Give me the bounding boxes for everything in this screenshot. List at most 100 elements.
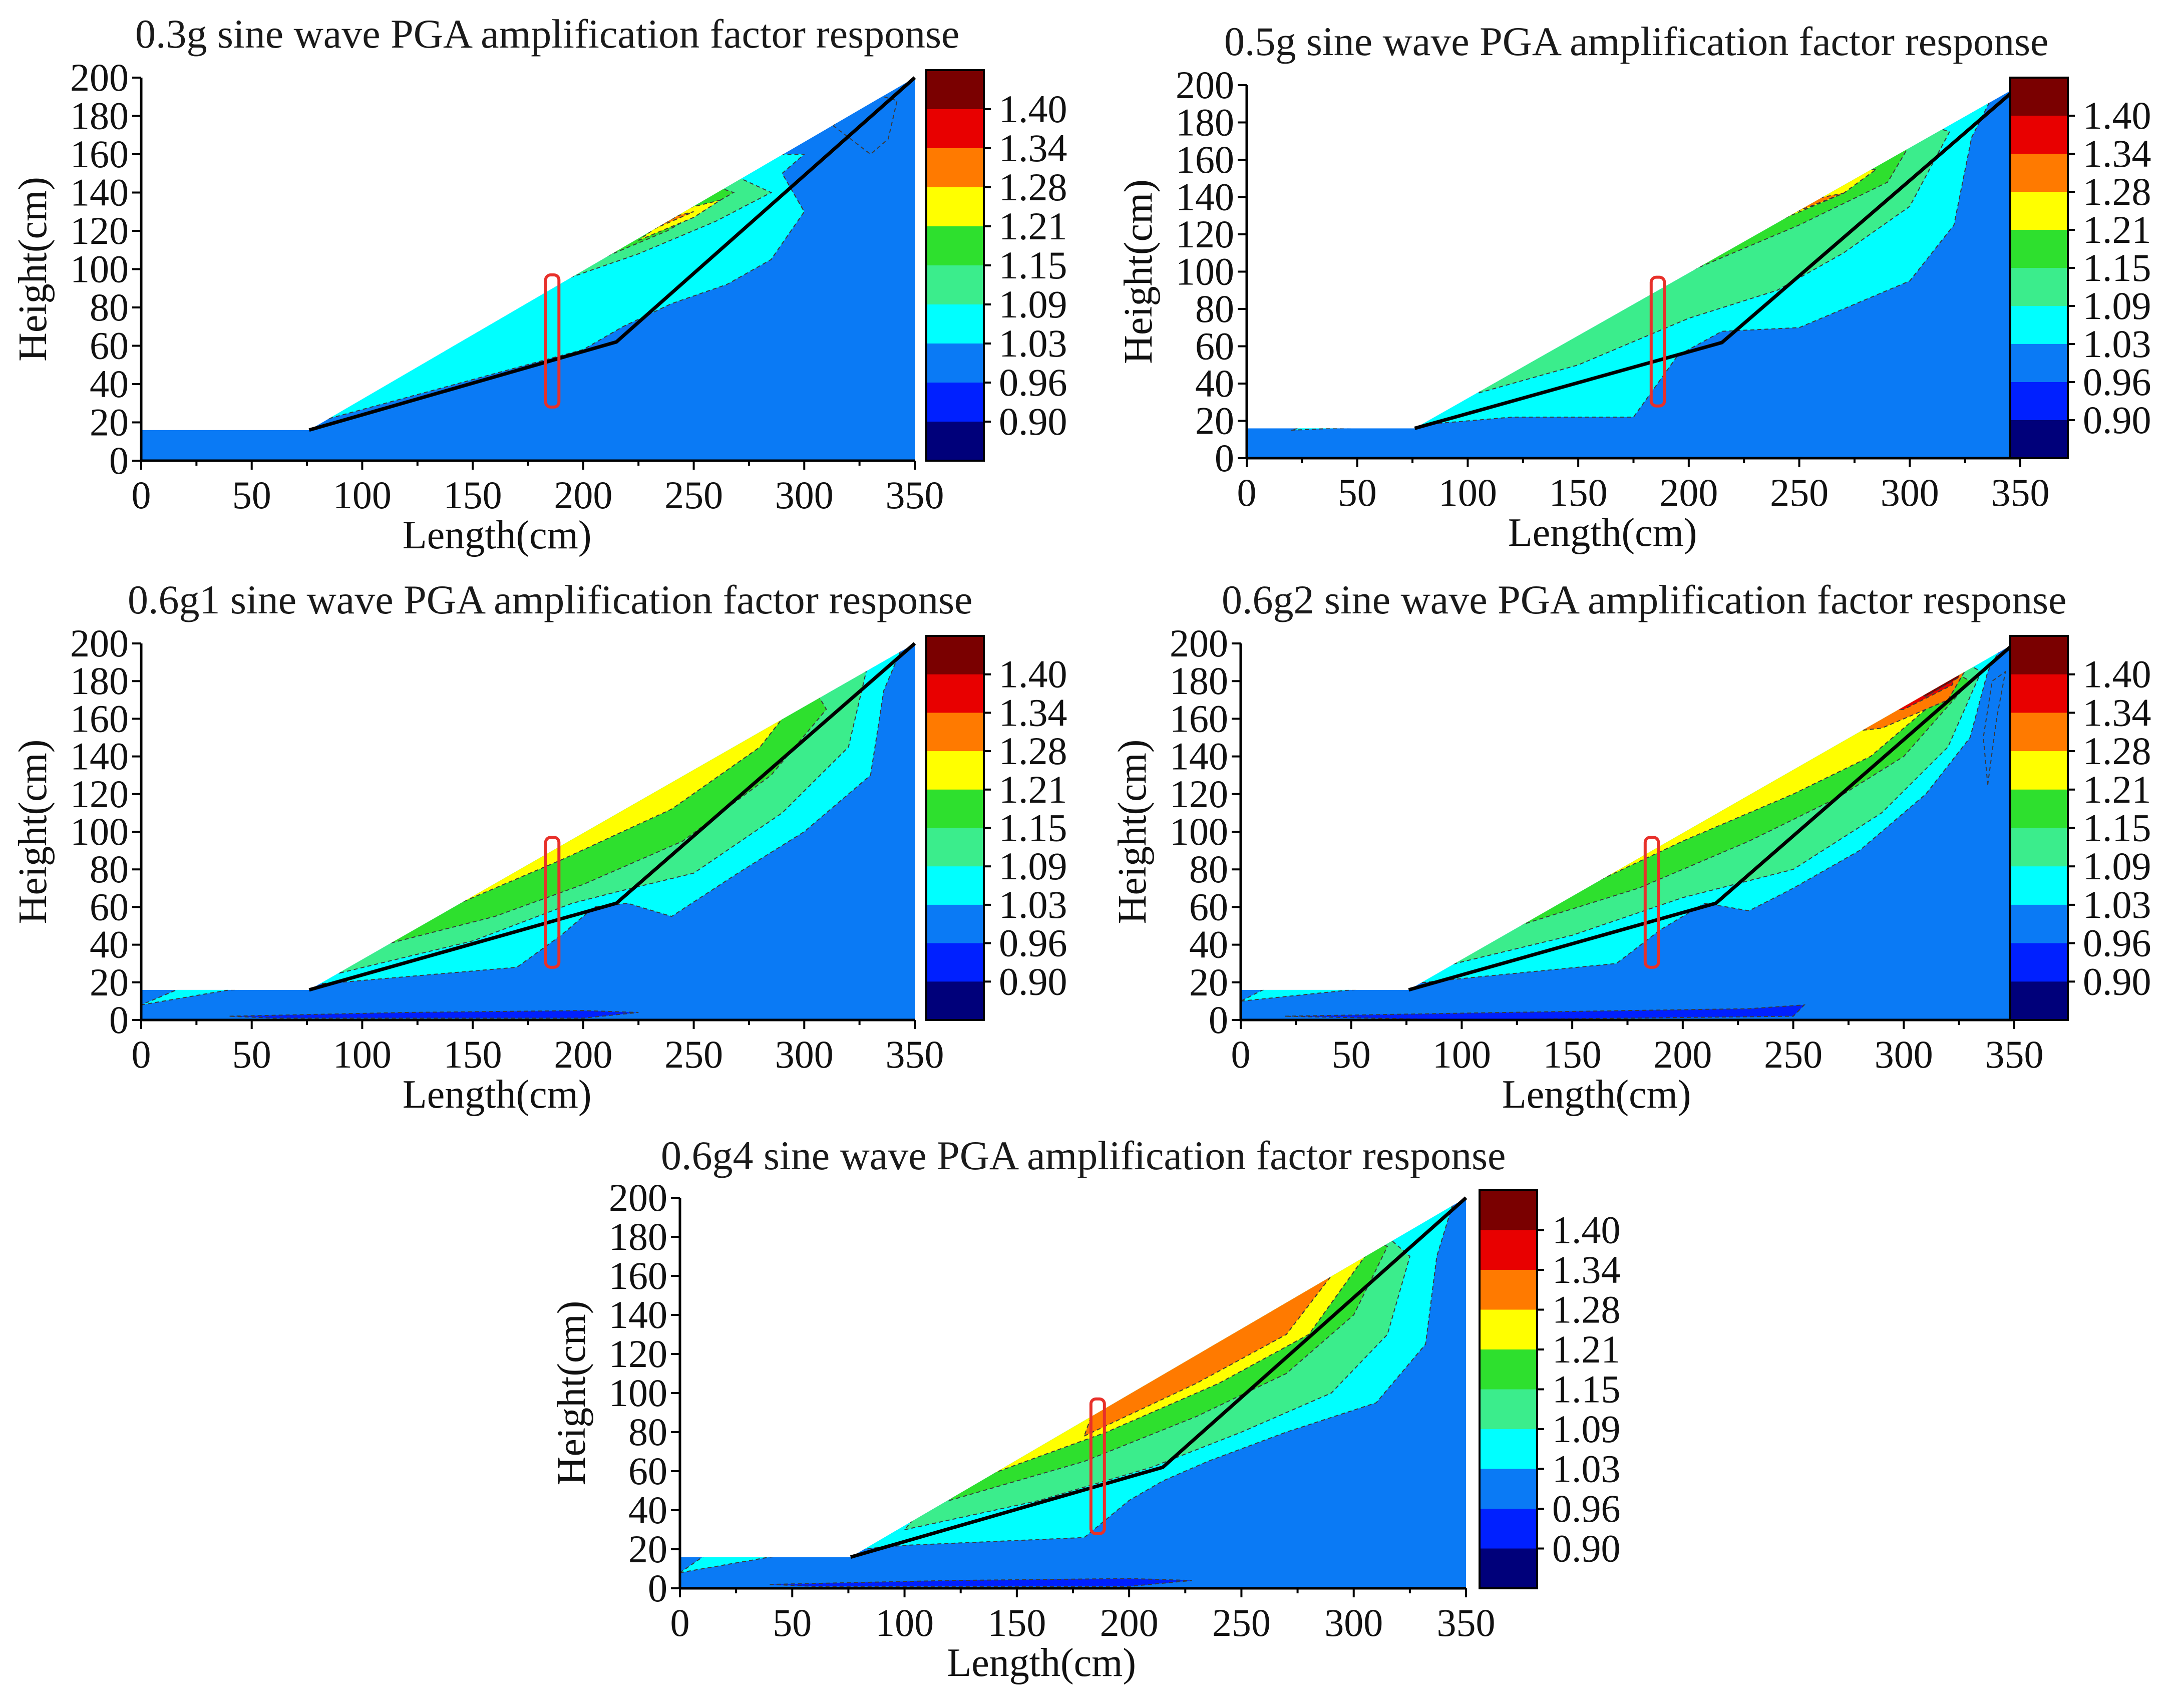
x-tick-label: 100 (333, 1033, 392, 1076)
colorbar-swatch (926, 383, 984, 422)
colorbar-swatch (926, 981, 984, 1020)
y-tick-label: 200 (1176, 63, 1234, 107)
x-tick-label: 350 (1437, 1601, 1496, 1644)
colorbar-swatch (1480, 1309, 1537, 1350)
colorbar-swatch (926, 789, 984, 829)
colorbar-label: 0.96 (999, 921, 1067, 965)
chart-panel-3: 0.6g1 sine wave PGA amplification factor… (11, 577, 1067, 1117)
contour-region (1285, 1004, 1806, 1020)
colorbar-label: 1.28 (2083, 729, 2151, 773)
colorbar-label: 1.34 (2083, 691, 2151, 734)
y-tick-label: 140 (609, 1293, 667, 1336)
y-tick-label: 0 (109, 439, 129, 482)
colorbar-swatch (926, 70, 984, 110)
chart-title: 0.6g4 sine wave PGA amplification factor… (661, 1133, 1506, 1178)
contour-region (738, 699, 772, 716)
colorbar-swatch (926, 422, 984, 461)
colorbar-swatch (2010, 751, 2068, 790)
colorbar-swatch (926, 344, 984, 383)
x-tick-label: 0 (1237, 471, 1257, 514)
colorbar-label: 1.09 (999, 844, 1067, 888)
colorbar-swatch (2010, 420, 2068, 459)
colorbar-swatch (2010, 789, 2068, 829)
y-tick-label: 100 (1176, 250, 1234, 293)
y-tick-label: 180 (1176, 101, 1234, 144)
x-tick-label: 50 (232, 473, 271, 517)
y-tick-label: 60 (90, 324, 129, 368)
colorbar-swatch (2010, 866, 2068, 905)
y-tick-label: 0 (648, 1566, 667, 1610)
pile-marker (1649, 275, 1666, 408)
colorbar-swatch (926, 751, 984, 790)
y-axis-title: Height(cm) (1111, 740, 1155, 924)
pile-marker (544, 836, 561, 969)
colorbar: 1.401.341.281.211.151.091.030.960.90 (2009, 635, 2151, 1021)
y-tick-label: 140 (70, 735, 129, 778)
y-tick-label: 140 (1176, 175, 1234, 219)
colorbar-swatch (2010, 828, 2068, 867)
colorbar-label: 1.40 (999, 87, 1067, 131)
colorbar-label: 1.03 (999, 321, 1067, 365)
colorbar-label: 1.09 (2083, 844, 2151, 888)
y-tick-label: 40 (90, 362, 129, 406)
chart-panel-2: 0.5g sine wave PGA amplification factor … (1117, 19, 2151, 555)
y-tick-label: 20 (1189, 960, 1228, 1004)
chart-title: 0.6g2 sine wave PGA amplification factor… (1222, 577, 2066, 622)
x-tick-label: 300 (1881, 471, 1939, 514)
y-tick-label: 180 (70, 659, 129, 703)
colorbar-swatch (926, 866, 984, 905)
y-tick-label: 100 (70, 247, 129, 291)
contour-base-region (141, 78, 915, 461)
colorbar-label: 1.03 (2083, 322, 2151, 366)
colorbar-label: 1.21 (999, 204, 1067, 248)
x-tick-label: 250 (664, 473, 723, 517)
pile-marker (1089, 1397, 1106, 1535)
x-axis-title: Length(cm) (403, 513, 592, 557)
colorbar-label: 0.96 (999, 361, 1067, 404)
colorbar-label: 1.03 (2083, 883, 2151, 926)
contour-fills (1241, 643, 2014, 1020)
y-tick-label: 100 (70, 810, 129, 853)
colorbar-swatch (926, 828, 984, 867)
y-tick-label: 60 (90, 885, 129, 928)
y-tick-label: 20 (90, 960, 129, 1004)
contour-region (1983, 670, 2006, 785)
x-tick-label: 50 (1332, 1033, 1371, 1076)
x-tick-label: 100 (875, 1601, 934, 1644)
y-tick-label: 20 (90, 401, 129, 444)
colorbar-swatch (926, 674, 984, 714)
x-tick-label: 300 (1324, 1601, 1383, 1644)
y-tick-label: 160 (1176, 138, 1234, 181)
colorbar-label: 0.96 (2083, 360, 2151, 404)
colorbar-label: 0.96 (2083, 921, 2151, 965)
x-axis-title: Length(cm) (947, 1641, 1136, 1685)
x-tick-label: 350 (1985, 1033, 2044, 1076)
x-tick-label: 0 (132, 1033, 151, 1076)
x-tick-label: 300 (775, 1033, 834, 1076)
colorbar-swatch (2010, 344, 2068, 383)
y-tick-label: 40 (628, 1488, 667, 1532)
colorbar-label: 0.96 (1552, 1487, 1621, 1530)
colorbar-label: 1.34 (999, 691, 1067, 734)
x-tick-label: 350 (886, 473, 944, 517)
colorbar-label: 1.15 (2083, 246, 2151, 289)
x-tick-label: 200 (1653, 1033, 1712, 1076)
colorbar-swatch (926, 943, 984, 982)
slip-surface-line (1414, 84, 2022, 430)
y-tick-label: 120 (1170, 772, 1228, 816)
colorbar-swatch (926, 187, 984, 227)
colorbar-label: 0.90 (2083, 398, 2151, 442)
x-tick-label: 150 (987, 1601, 1046, 1644)
y-tick-label: 160 (70, 697, 129, 740)
contour-region (1275, 1255, 1322, 1280)
y-tick-label: 100 (609, 1371, 667, 1415)
colorbar-label: 1.21 (2083, 768, 2151, 811)
x-tick-label: 300 (775, 473, 834, 517)
x-tick-label: 150 (444, 473, 502, 517)
contour-fills (1247, 85, 2020, 458)
y-tick-label: 60 (1189, 885, 1228, 928)
colorbar-swatch (2010, 154, 2068, 192)
colorbar-swatch (2010, 192, 2068, 230)
x-tick-label: 100 (1438, 471, 1497, 514)
y-tick-label: 40 (1189, 923, 1228, 966)
